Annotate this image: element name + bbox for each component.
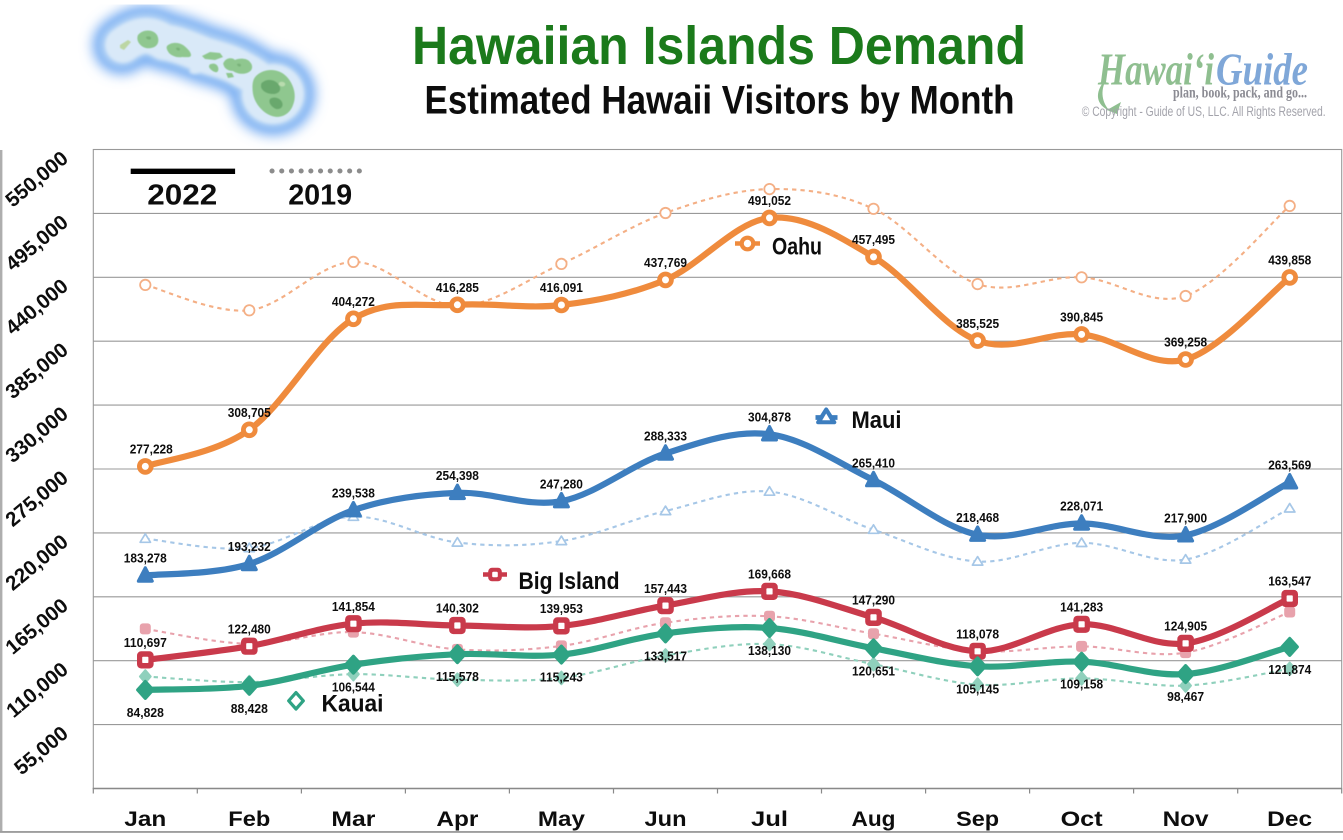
svg-text:218,468: 218,468	[956, 510, 999, 525]
svg-text:Oahu: Oahu	[772, 233, 822, 260]
svg-text:169,668: 169,668	[748, 567, 791, 582]
svg-text:141,854: 141,854	[332, 599, 376, 614]
svg-text:115,578: 115,578	[436, 669, 479, 684]
svg-text:Jul: Jul	[751, 808, 788, 831]
svg-text:457,495: 457,495	[852, 232, 895, 247]
svg-text:141,283: 141,283	[1060, 600, 1103, 615]
svg-text:183,278: 183,278	[124, 551, 167, 566]
svg-text:Jan: Jan	[124, 808, 166, 831]
svg-text:163,547: 163,547	[1268, 574, 1311, 589]
svg-text:118,078: 118,078	[956, 627, 999, 642]
svg-text:Estimated Hawaii Visitors by M: Estimated Hawaii Visitors by Month	[425, 79, 1015, 123]
svg-text:Apr: Apr	[436, 808, 478, 831]
svg-text:439,858: 439,858	[1268, 253, 1311, 268]
svg-text:228,071: 228,071	[1060, 499, 1103, 514]
svg-text:Guide: Guide	[1216, 44, 1308, 95]
svg-text:110,697: 110,697	[124, 635, 167, 650]
svg-text:Oct: Oct	[1061, 808, 1103, 831]
svg-text:124,905: 124,905	[1164, 619, 1207, 634]
svg-text:254,398: 254,398	[436, 468, 479, 483]
svg-text:98,467: 98,467	[1167, 689, 1204, 704]
svg-text:Mar: Mar	[331, 808, 375, 831]
svg-text:133,517: 133,517	[644, 648, 687, 663]
svg-text:Hawaiʻi: Hawaiʻi	[1097, 44, 1214, 95]
svg-text:Aug: Aug	[852, 808, 896, 831]
svg-text:120,651: 120,651	[852, 663, 895, 678]
svg-text:404,272: 404,272	[332, 294, 375, 309]
svg-text:288,333: 288,333	[644, 429, 687, 444]
svg-text:121,874: 121,874	[1268, 662, 1312, 677]
svg-text:2019: 2019	[288, 180, 352, 212]
svg-text:plan, book, pack, and go...: plan, book, pack, and go...	[1173, 85, 1307, 102]
svg-text:369,258: 369,258	[1164, 335, 1207, 350]
svg-text:277,228: 277,228	[130, 442, 173, 457]
svg-text:105,145: 105,145	[956, 681, 999, 696]
svg-text:139,953: 139,953	[540, 601, 583, 616]
svg-text:193,232: 193,232	[228, 539, 271, 554]
svg-text:416,091: 416,091	[540, 280, 583, 295]
svg-text:140,302: 140,302	[436, 601, 479, 616]
svg-text:88,428: 88,428	[231, 701, 268, 716]
svg-text:416,285: 416,285	[436, 280, 479, 295]
svg-text:Jun: Jun	[645, 808, 687, 831]
svg-text:Nov: Nov	[1163, 808, 1209, 831]
svg-text:109,158: 109,158	[1060, 677, 1103, 692]
svg-text:263,569: 263,569	[1268, 458, 1311, 473]
svg-text:265,410: 265,410	[852, 455, 895, 470]
svg-text:390,845: 390,845	[1060, 310, 1103, 325]
svg-text:106,544: 106,544	[332, 680, 376, 695]
svg-text:Hawaiian Islands Demand: Hawaiian Islands Demand	[412, 16, 1026, 76]
svg-text:217,900: 217,900	[1164, 511, 1207, 526]
svg-text:437,769: 437,769	[644, 255, 687, 270]
svg-text:491,052: 491,052	[748, 193, 791, 208]
svg-text:Maui: Maui	[852, 407, 902, 434]
svg-text:Big Island: Big Island	[519, 568, 620, 595]
svg-text:122,480: 122,480	[228, 621, 271, 636]
svg-text:84,828: 84,828	[127, 705, 164, 720]
svg-text:Feb: Feb	[228, 808, 270, 831]
svg-text:115,243: 115,243	[540, 670, 583, 685]
svg-text:247,280: 247,280	[540, 476, 583, 491]
svg-text:May: May	[538, 808, 585, 831]
svg-text:304,878: 304,878	[748, 410, 791, 425]
svg-text:Kauai: Kauai	[322, 691, 384, 718]
svg-text:239,538: 239,538	[332, 485, 375, 500]
svg-text:© Copyright - Guide of US, LLC: © Copyright - Guide of US, LLC. All Righ…	[1082, 104, 1326, 119]
svg-text:157,443: 157,443	[644, 581, 687, 596]
svg-text:138,130: 138,130	[748, 643, 791, 658]
svg-text:2022: 2022	[147, 180, 217, 212]
svg-text:Sep: Sep	[956, 808, 999, 831]
svg-text:308,705: 308,705	[228, 405, 271, 420]
svg-text:Dec: Dec	[1267, 808, 1312, 831]
svg-text:385,525: 385,525	[956, 316, 999, 331]
svg-text:147,290: 147,290	[852, 593, 895, 608]
